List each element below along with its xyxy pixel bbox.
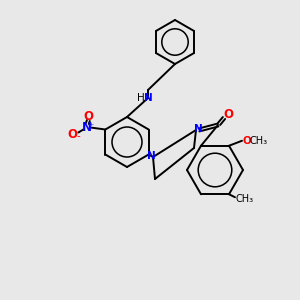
- Text: H: H: [137, 93, 145, 103]
- Text: CH₃: CH₃: [236, 194, 254, 204]
- Text: -: -: [76, 131, 80, 142]
- Text: CH₃: CH₃: [250, 136, 268, 146]
- Text: O: O: [243, 136, 251, 146]
- Text: N: N: [147, 151, 155, 161]
- Text: N: N: [194, 124, 202, 134]
- Text: N: N: [82, 121, 92, 134]
- Text: O: O: [83, 110, 93, 123]
- Text: N: N: [144, 93, 152, 103]
- Text: O: O: [223, 107, 233, 121]
- Text: O: O: [67, 128, 77, 141]
- Text: +: +: [88, 122, 94, 127]
